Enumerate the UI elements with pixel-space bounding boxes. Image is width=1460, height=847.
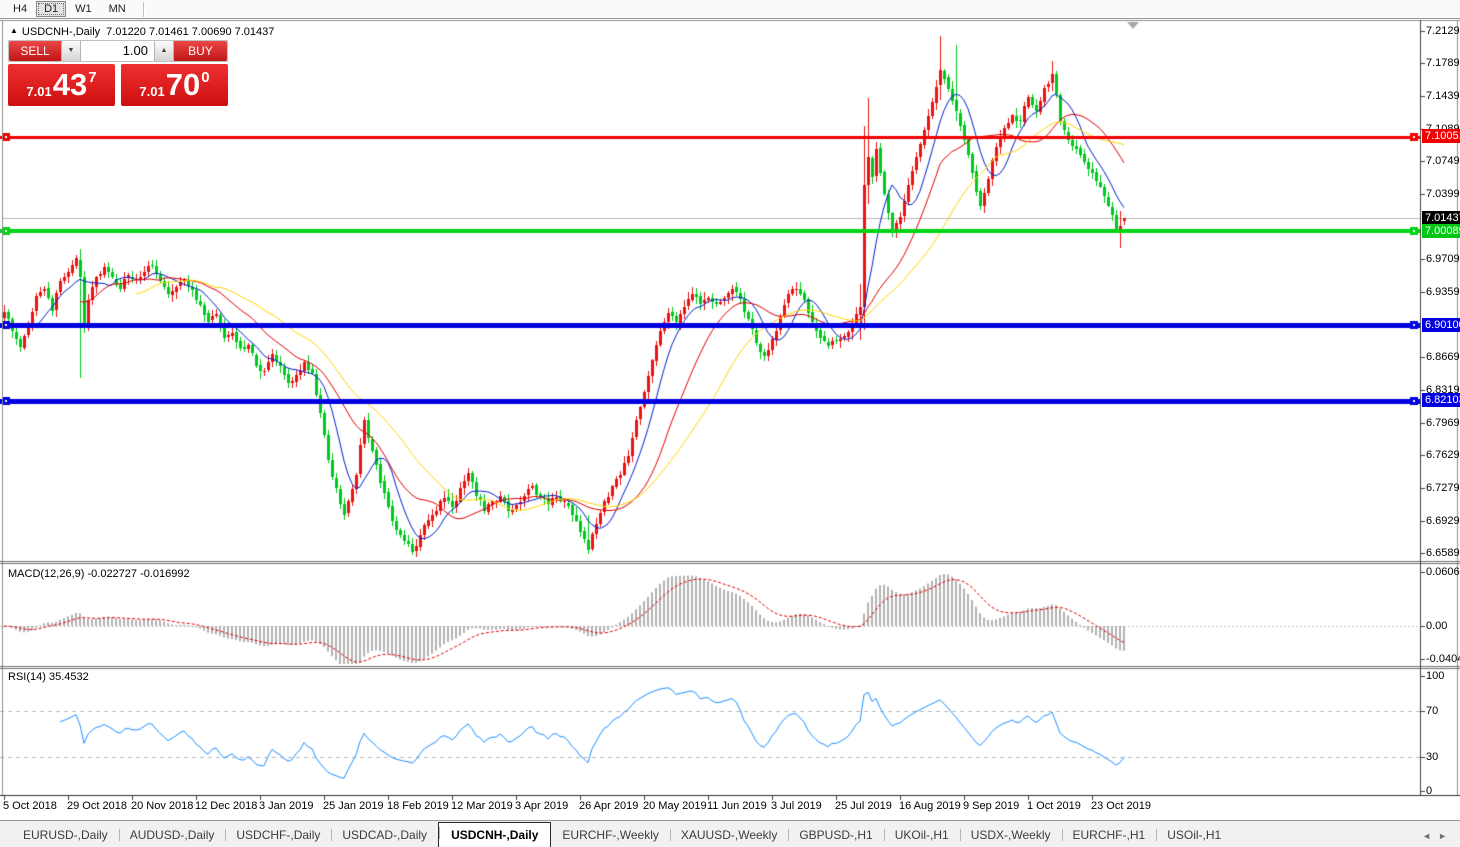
macd-axis-label: 0.00 <box>1426 620 1448 632</box>
y-axis-label: 6.69290 <box>1426 515 1460 527</box>
sell-price-prefix: 7.01 <box>26 83 52 99</box>
rsi-value: 35.4532 <box>48 671 89 683</box>
collapse-arrow-icon[interactable]: ▲ <box>10 26 18 35</box>
timeframe-button-H4[interactable]: H4 <box>13 3 28 15</box>
x-axis-label: 1 Oct 2019 <box>1027 800 1081 812</box>
x-axis-label: 3 Jan 2019 <box>259 800 314 812</box>
y-axis-label: 6.76290 <box>1426 449 1460 461</box>
price-tag: 6.82103 <box>1422 393 1460 407</box>
one-click-trading-panel: SELL ▼ 1.00 ▲ BUY 7.01 43 7 7.01 70 0 <box>8 40 228 106</box>
tab-UKOil-H1[interactable]: UKOil-,H1 <box>883 825 960 845</box>
timeframe-toolbar: H4 D1 W1 MN <box>0 0 1460 19</box>
x-axis-label: 26 Apr 2019 <box>579 800 639 812</box>
y-axis-label: 7.21290 <box>1426 25 1460 37</box>
y-axis-label: 6.72790 <box>1426 482 1460 494</box>
chart-symbol-label: USDCNH-,Daily <box>21 26 101 38</box>
tab-scroll-left-icon[interactable]: ◄ <box>1422 831 1439 841</box>
tab-scroll-arrows: ◄► <box>1422 831 1454 841</box>
sell-price-panel[interactable]: 7.01 43 7 <box>8 64 115 106</box>
buy-price-panel[interactable]: 7.01 70 0 <box>121 64 228 106</box>
x-axis-label: 5 Oct 2018 <box>3 800 57 812</box>
trade-order-row: SELL ▼ 1.00 ▲ BUY <box>8 40 228 62</box>
macd-axis-label: -0.040437 <box>1426 653 1460 665</box>
rsi-label: RSI(14) 35.4532 <box>8 671 89 683</box>
tab-USDCNH-Daily[interactable]: USDCNH-,Daily <box>438 822 552 847</box>
chart-title: ▲ USDCNH-,Daily 7.01220 7.01461 7.00690 7.… <box>10 26 274 38</box>
volume-decrease-button[interactable]: ▼ <box>61 41 81 61</box>
toolbar-separator <box>142 1 145 17</box>
x-axis-label: 11 Jun 2019 <box>707 800 767 812</box>
sell-price-big: 43 <box>52 67 88 102</box>
x-axis-label: 12 Dec 2018 <box>195 800 258 812</box>
x-axis-label: 12 Mar 2019 <box>451 800 513 812</box>
macd-axis-label: 0.060687 <box>1426 566 1460 578</box>
timeframe-button-W1[interactable]: W1 <box>75 3 92 15</box>
x-axis-label: 25 Jan 2019 <box>323 800 384 812</box>
x-axis-label: 20 Nov 2018 <box>131 800 194 812</box>
x-axis-label: 9 Sep 2019 <box>963 800 1020 812</box>
volume-input[interactable]: 1.00 <box>81 41 154 61</box>
rsi-axis-label: 30 <box>1426 751 1439 763</box>
tab-GBPUSD-H1[interactable]: GBPUSD-,H1 <box>788 825 883 845</box>
y-axis-label: 7.07490 <box>1426 155 1460 167</box>
y-axis-label: 7.17890 <box>1426 57 1460 69</box>
x-axis-label: 23 Oct 2019 <box>1091 800 1151 812</box>
y-axis-label: 6.79690 <box>1426 417 1460 429</box>
tab-USDCHF-Daily[interactable]: USDCHF-,Daily <box>225 825 331 845</box>
tab-EURCHF-Weekly[interactable]: EURCHF-,Weekly <box>562 828 659 842</box>
macd-label: MACD(12,26,9) -0.022727 -0.016992 <box>8 568 190 580</box>
tab-USDX-Weekly[interactable]: USDX-,Weekly <box>959 825 1062 845</box>
buy-price-prefix: 7.01 <box>139 83 165 99</box>
sell-button[interactable]: SELL <box>9 41 61 61</box>
price-tag: 7.00089 <box>1422 224 1460 238</box>
tab-USOil-H1[interactable]: USOil-,H1 <box>1156 825 1232 845</box>
y-axis-label: 6.93590 <box>1426 286 1460 298</box>
rsi-axis-label: 70 <box>1426 705 1439 717</box>
x-axis-label: 29 Oct 2018 <box>67 800 127 812</box>
x-axis-label: 3 Jul 2019 <box>771 800 822 812</box>
x-axis-label: 18 Feb 2019 <box>387 800 449 812</box>
buy-price-big: 70 <box>165 67 201 102</box>
rsi-axis-label: 0 <box>1426 785 1433 797</box>
tab-EURUSD-Daily[interactable]: EURUSD-,Daily <box>23 828 108 842</box>
price-tag: 6.90100 <box>1422 318 1460 332</box>
symbol-tab-bar: EURUSD-,Daily AUDUSD-,Daily USDCHF-,Daily U… <box>0 820 1460 847</box>
y-axis-label: 7.14390 <box>1426 90 1460 102</box>
y-axis-label: 7.03990 <box>1426 188 1460 200</box>
x-axis-label: 3 Apr 2019 <box>515 800 569 812</box>
x-axis-label: 20 May 2019 <box>643 800 707 812</box>
buy-price-pip: 0 <box>201 69 210 86</box>
timeframe-button-D1[interactable]: D1 <box>36 1 67 17</box>
y-axis-label: 6.86690 <box>1426 351 1460 363</box>
tab-XAUUSD-Weekly[interactable]: XAUUSD-,Weekly <box>669 825 788 845</box>
volume-increase-button[interactable]: ▲ <box>154 41 174 61</box>
x-axis-label: 25 Jul 2019 <box>835 800 892 812</box>
x-axis-label: 16 Aug 2019 <box>899 800 961 812</box>
price-tag: 7.10051 <box>1422 129 1460 143</box>
tab-AUDUSD-Daily[interactable]: AUDUSD-,Daily <box>118 825 226 845</box>
macd-main-value: -0.022727 <box>87 568 138 580</box>
timeframe-button-MN[interactable]: MN <box>108 3 126 15</box>
sell-price-pip: 7 <box>88 69 97 86</box>
tab-USDCAD-Daily[interactable]: USDCAD-,Daily <box>331 825 438 845</box>
rsi-axis-label: 100 <box>1426 670 1445 682</box>
tab-scroll-right-icon[interactable]: ► <box>1438 831 1454 841</box>
tab-EURCHF-H1[interactable]: EURCHF-,H1 <box>1061 825 1157 845</box>
price-tag: 7.01437 <box>1422 211 1460 225</box>
chart-ohlc-quote: 7.01220 7.01461 7.00690 7.01437 <box>106 26 275 38</box>
y-axis-label: 6.97090 <box>1426 253 1460 265</box>
buy-button[interactable]: BUY <box>174 41 227 61</box>
macd-signal-value: -0.016992 <box>140 568 190 580</box>
